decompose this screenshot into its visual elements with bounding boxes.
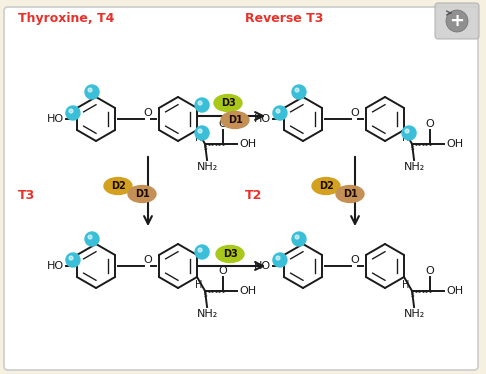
Text: D3: D3 xyxy=(223,249,237,259)
Text: O: O xyxy=(144,255,153,265)
FancyBboxPatch shape xyxy=(4,7,478,370)
Text: T2: T2 xyxy=(245,189,262,202)
Text: O: O xyxy=(350,255,359,265)
Circle shape xyxy=(273,253,287,267)
Circle shape xyxy=(273,106,287,120)
Text: NH₂: NH₂ xyxy=(403,162,425,172)
Circle shape xyxy=(292,85,306,99)
Text: s: s xyxy=(204,145,208,151)
Text: Reverse T3: Reverse T3 xyxy=(245,12,323,25)
Ellipse shape xyxy=(312,178,340,194)
Text: HO: HO xyxy=(47,114,64,124)
Text: s: s xyxy=(411,292,415,298)
Circle shape xyxy=(69,109,73,113)
Text: s: s xyxy=(204,292,208,298)
Text: OH: OH xyxy=(239,286,256,296)
Text: NH₂: NH₂ xyxy=(196,309,218,319)
Circle shape xyxy=(195,98,209,112)
Text: O: O xyxy=(219,266,227,276)
Text: O: O xyxy=(426,119,434,129)
Circle shape xyxy=(195,126,209,140)
Text: H: H xyxy=(401,280,409,290)
Circle shape xyxy=(276,256,280,260)
Text: D3: D3 xyxy=(221,98,235,108)
Text: D2: D2 xyxy=(111,181,125,191)
Circle shape xyxy=(292,232,306,246)
FancyBboxPatch shape xyxy=(435,3,479,39)
Text: O: O xyxy=(219,119,227,129)
Text: OH: OH xyxy=(446,139,463,149)
Circle shape xyxy=(195,245,209,259)
Text: O: O xyxy=(426,266,434,276)
Circle shape xyxy=(85,85,99,99)
Text: H: H xyxy=(401,133,409,143)
Circle shape xyxy=(295,88,299,92)
Circle shape xyxy=(198,101,202,105)
Circle shape xyxy=(88,88,92,92)
Circle shape xyxy=(69,256,73,260)
Circle shape xyxy=(85,232,99,246)
Circle shape xyxy=(66,253,80,267)
Text: D1: D1 xyxy=(135,189,149,199)
Ellipse shape xyxy=(214,95,242,111)
Text: HO: HO xyxy=(47,261,64,271)
Text: H: H xyxy=(195,133,202,143)
Text: D2: D2 xyxy=(319,181,333,191)
Text: O: O xyxy=(144,108,153,118)
Circle shape xyxy=(198,129,202,133)
Text: +: + xyxy=(450,12,465,30)
Text: Thyroxine, T4: Thyroxine, T4 xyxy=(18,12,114,25)
Circle shape xyxy=(276,109,280,113)
Text: NH₂: NH₂ xyxy=(196,162,218,172)
Text: T3: T3 xyxy=(18,189,35,202)
Ellipse shape xyxy=(336,186,364,202)
Text: OH: OH xyxy=(446,286,463,296)
Ellipse shape xyxy=(221,111,249,129)
Ellipse shape xyxy=(216,245,244,263)
Text: O: O xyxy=(350,108,359,118)
Circle shape xyxy=(66,106,80,120)
Text: OH: OH xyxy=(239,139,256,149)
Circle shape xyxy=(405,129,409,133)
Text: s: s xyxy=(411,145,415,151)
Text: NH₂: NH₂ xyxy=(403,309,425,319)
Text: D1: D1 xyxy=(343,189,357,199)
Text: HO: HO xyxy=(254,114,271,124)
Circle shape xyxy=(88,235,92,239)
Circle shape xyxy=(402,126,416,140)
Circle shape xyxy=(295,235,299,239)
Ellipse shape xyxy=(104,178,132,194)
Circle shape xyxy=(198,248,202,252)
Circle shape xyxy=(446,10,468,32)
Ellipse shape xyxy=(128,186,156,202)
Text: D1: D1 xyxy=(227,115,243,125)
Text: H: H xyxy=(195,280,202,290)
Text: HO: HO xyxy=(254,261,271,271)
